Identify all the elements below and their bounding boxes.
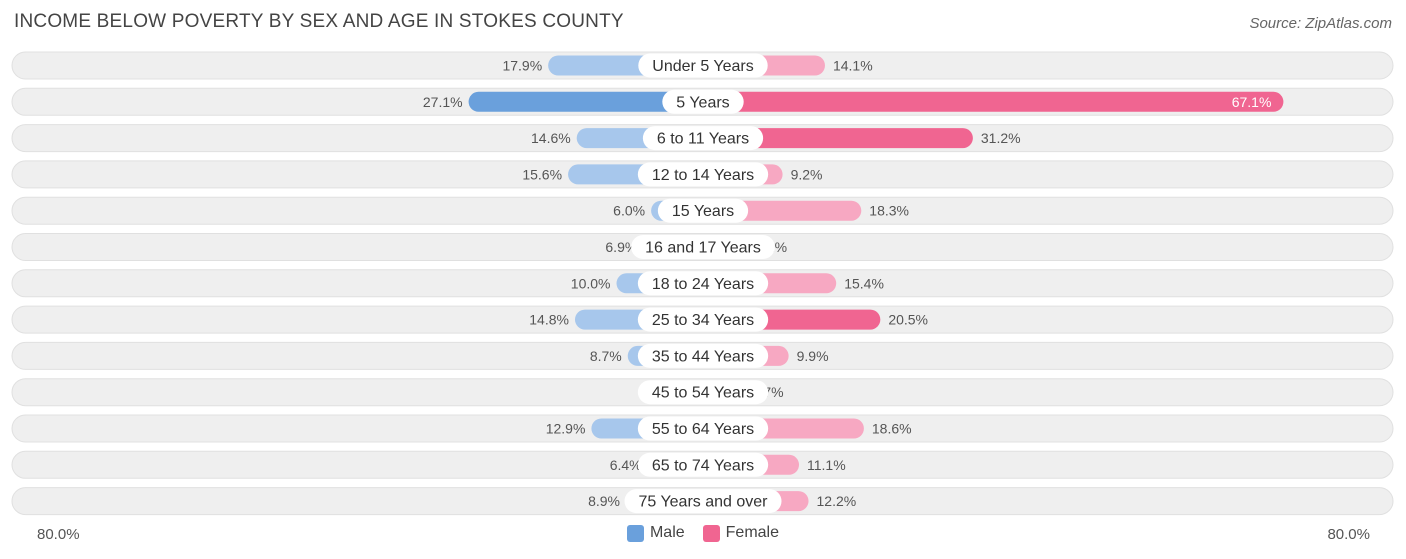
category-pill: [638, 53, 768, 78]
axis-left-label: 80.0%: [37, 526, 80, 543]
category-pill: [637, 162, 769, 187]
poverty-chart: 17.9% 14.1% Under 5 Years 27.1% 67.1% 5 Years…: [11, 51, 1394, 516]
female-value-label: 20.5%: [888, 312, 928, 328]
male-value-label: 8.9%: [588, 493, 620, 509]
category-label: 35 to 44 Years: [652, 348, 754, 365]
male-value-label: 12.9%: [546, 421, 586, 437]
male-value-label: 10.0%: [571, 275, 611, 291]
category-pill: [637, 271, 769, 296]
male-value-label: 14.6%: [531, 130, 571, 146]
category-label: 75 Years and over: [639, 494, 769, 511]
male-value-label: 6.0%: [613, 203, 645, 219]
male-value-label: 27.1%: [423, 94, 463, 110]
female-bar: [703, 91, 1284, 112]
category-pill: [637, 307, 769, 332]
category-label: 5 Years: [676, 94, 729, 111]
legend-label-female: Female: [725, 524, 780, 541]
category-pill: [662, 89, 744, 114]
category-label: 65 to 74 Years: [652, 457, 754, 474]
female-value-label: 18.6%: [872, 421, 912, 437]
source-label: Source: ZipAtlas.com: [1249, 15, 1392, 32]
category-label: 12 to 14 Years: [652, 167, 754, 184]
legend-label-male: Male: [649, 524, 685, 541]
female-value-label: 31.2%: [981, 130, 1021, 146]
category-label: 55 to 64 Years: [652, 421, 754, 438]
category-label: Under 5 Years: [652, 58, 753, 75]
male-value-label: 17.9%: [502, 58, 542, 74]
male-value-label: 6.4%: [610, 457, 642, 473]
category-pill: [642, 126, 764, 151]
chart-title: INCOME BELOW POVERTY BY SEX AND AGE IN S…: [14, 11, 624, 32]
female-value-label: 14.1%: [833, 58, 873, 74]
legend-swatch-female: [702, 524, 720, 542]
female-value-label: 15.4%: [844, 275, 884, 291]
female-bar: [703, 128, 973, 149]
male-bar: [468, 91, 703, 112]
category-label: 25 to 34 Years: [652, 312, 754, 329]
male-value-label: 6.9%: [605, 239, 637, 255]
category-label: 16 and 17 Years: [645, 240, 761, 257]
category-label: 6 to 11 Years: [657, 131, 749, 148]
category-pill: [637, 380, 769, 405]
legend-swatch-male: [626, 524, 644, 542]
category-pill: [637, 343, 769, 368]
male-value-label: 8.7%: [590, 348, 622, 364]
female-value-label: 9.2%: [791, 166, 823, 182]
category-label: 15 Years: [672, 203, 734, 220]
category-pill: [637, 452, 769, 477]
category-pill: [637, 416, 769, 441]
axis-right-label: 80.0%: [1327, 526, 1370, 543]
female-value-label: 12.2%: [817, 493, 857, 509]
category-pill: [657, 198, 749, 223]
female-value-label: 11.1%: [807, 457, 846, 473]
legend-item-male[interactable]: Male: [626, 524, 685, 542]
category-pill: [631, 235, 775, 259]
female-value-label: 67.1%: [1232, 94, 1272, 110]
category-label: 18 to 24 Years: [652, 276, 754, 293]
category-label: 45 to 54 Years: [652, 385, 754, 402]
legend-item-female[interactable]: Female: [702, 524, 780, 542]
female-value-label: 18.3%: [869, 203, 909, 219]
male-value-label: 15.6%: [522, 166, 562, 182]
legend: Male Female: [0, 524, 1406, 542]
category-pill: [624, 489, 782, 514]
male-value-label: 14.8%: [529, 312, 569, 328]
female-value-label: 9.9%: [797, 348, 829, 364]
